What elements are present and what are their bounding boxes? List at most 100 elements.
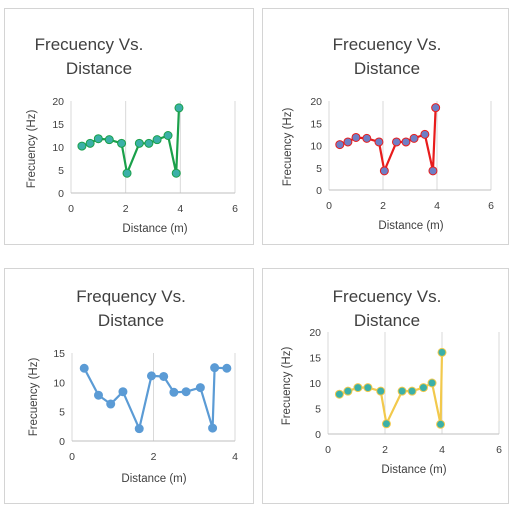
data-point [353,383,363,393]
x-tick-label: 0 [69,451,75,463]
y-axis-label: Frecuency (Hz) [281,347,293,426]
data-point [117,138,127,148]
y-axis-label: Frecuency (Hz) [282,108,294,187]
x-tick-label: 6 [496,444,502,456]
chart-title-line1: Frecuency Vs. [332,287,442,306]
data-point [134,138,144,148]
x-tick-label: 0 [326,200,332,212]
data-point [401,137,411,147]
x-tick-label: 4 [434,200,440,212]
data-point [343,386,353,396]
y-tick-label: 10 [53,377,65,389]
y-tick-label: 15 [310,118,322,130]
chart-title: Frecuency Vs. Distance [317,33,457,81]
data-point [407,386,417,396]
chart-title-line2: Distance [353,311,421,330]
y-tick-label: 0 [315,429,321,441]
data-point [392,137,401,147]
data-point [118,387,128,397]
data-point [195,383,205,393]
data-point [418,383,428,393]
y-tick-label: 5 [58,165,64,177]
data-point [174,103,184,113]
data-point [122,168,132,178]
data-point [381,419,391,429]
data-point [436,419,446,429]
data-point [376,386,386,396]
data-point [343,137,353,147]
x-tick-label: 4 [439,444,445,456]
y-tick-label: 0 [59,436,65,448]
data-point [222,363,232,373]
chart-panel-top-right: Frecuency Vs. Distance 0 5 10 15 20 0 2 4 6 Dista… [262,8,509,245]
y-tick-label: 15 [309,353,321,365]
x-tick-label: 6 [488,200,494,212]
x-tick-label: 2 [380,200,386,212]
chart-title-line2: Distance [353,59,421,78]
data-point [334,389,344,399]
x-tick-label: 0 [68,203,74,215]
x-tick-label: 2 [151,451,157,463]
y-axis-label: Frecuency (Hz) [26,110,38,189]
data-point [93,134,103,144]
data-point [163,131,173,140]
data-point [210,363,220,373]
data-point [144,138,154,148]
y-tick-label: 0 [58,188,64,200]
x-tick-label: 2 [382,444,388,456]
x-tick-label: 2 [123,203,129,215]
y-tick-label: 20 [52,96,64,108]
data-point [427,378,437,388]
data-point [409,133,419,143]
data-point [159,371,169,381]
data-point [106,399,116,409]
y-tick-label: 15 [53,348,65,360]
chart-panel-bottom-right: Frecuency Vs. Distance 0 5 10 15 20 0 2 4 6 Dista… [262,268,509,504]
data-point [374,137,384,147]
data-point [171,168,181,178]
chart-plot: 0 5 10 15 0 2 4 Distance (m) Frecuency (Hz) [28,348,238,485]
data-point [335,140,345,150]
chart-plot: 0 5 10 15 20 0 2 4 6 Distance (m) Frecuency (Hz) [26,96,238,235]
data-point [437,347,447,357]
chart-title: Frecuency Vs. Distance [19,33,159,81]
chart-panel-bottom-left: Frequency Vs. Distance 0 5 10 15 0 2 4 Distance… [4,268,254,504]
y-tick-label: 15 [52,119,64,131]
x-tick-label: 6 [232,203,238,215]
data-point [181,387,191,397]
y-tick-label: 10 [310,141,322,153]
y-tick-label: 20 [309,327,321,339]
data-point [208,423,218,433]
x-axis-label: Distance (m) [378,220,443,232]
data-point [379,166,389,176]
chart-title-line1: Frecuency Vs. [34,35,144,54]
data-point [93,390,103,400]
y-axis-label: Frecuency (Hz) [28,358,40,437]
y-tick-label: 5 [316,163,322,175]
data-point [431,103,441,113]
data-point [152,135,162,145]
chart-plot: 0 5 10 15 20 0 2 4 6 Distance (m) Frecuency (Hz) [282,96,494,232]
data-point [169,387,179,397]
chart-panel-top-left: Frecuency Vs. Distance 0 5 10 15 20 0 2 4 6 Dista… [4,8,254,245]
data-point [397,386,407,396]
x-tick-label: 4 [232,451,238,463]
x-axis-label: Distance (m) [381,464,446,476]
data-point [79,363,89,373]
data-point [362,133,372,143]
chart-title: Frecuency Vs. Distance [317,285,457,333]
chart-title: Frequency Vs. Distance [61,285,201,333]
x-axis-label: Distance (m) [122,223,187,235]
x-tick-label: 4 [177,203,183,215]
data-point [428,166,438,176]
data-point [85,138,95,148]
y-tick-label: 10 [309,378,321,390]
y-tick-label: 20 [310,96,322,108]
data-point [104,135,114,145]
data-point [134,424,144,434]
data-point [351,132,361,142]
x-tick-label: 0 [325,444,331,456]
data-point [420,129,430,139]
data-point [363,383,373,393]
chart-title-line1: Frecuency Vs. [332,35,442,54]
